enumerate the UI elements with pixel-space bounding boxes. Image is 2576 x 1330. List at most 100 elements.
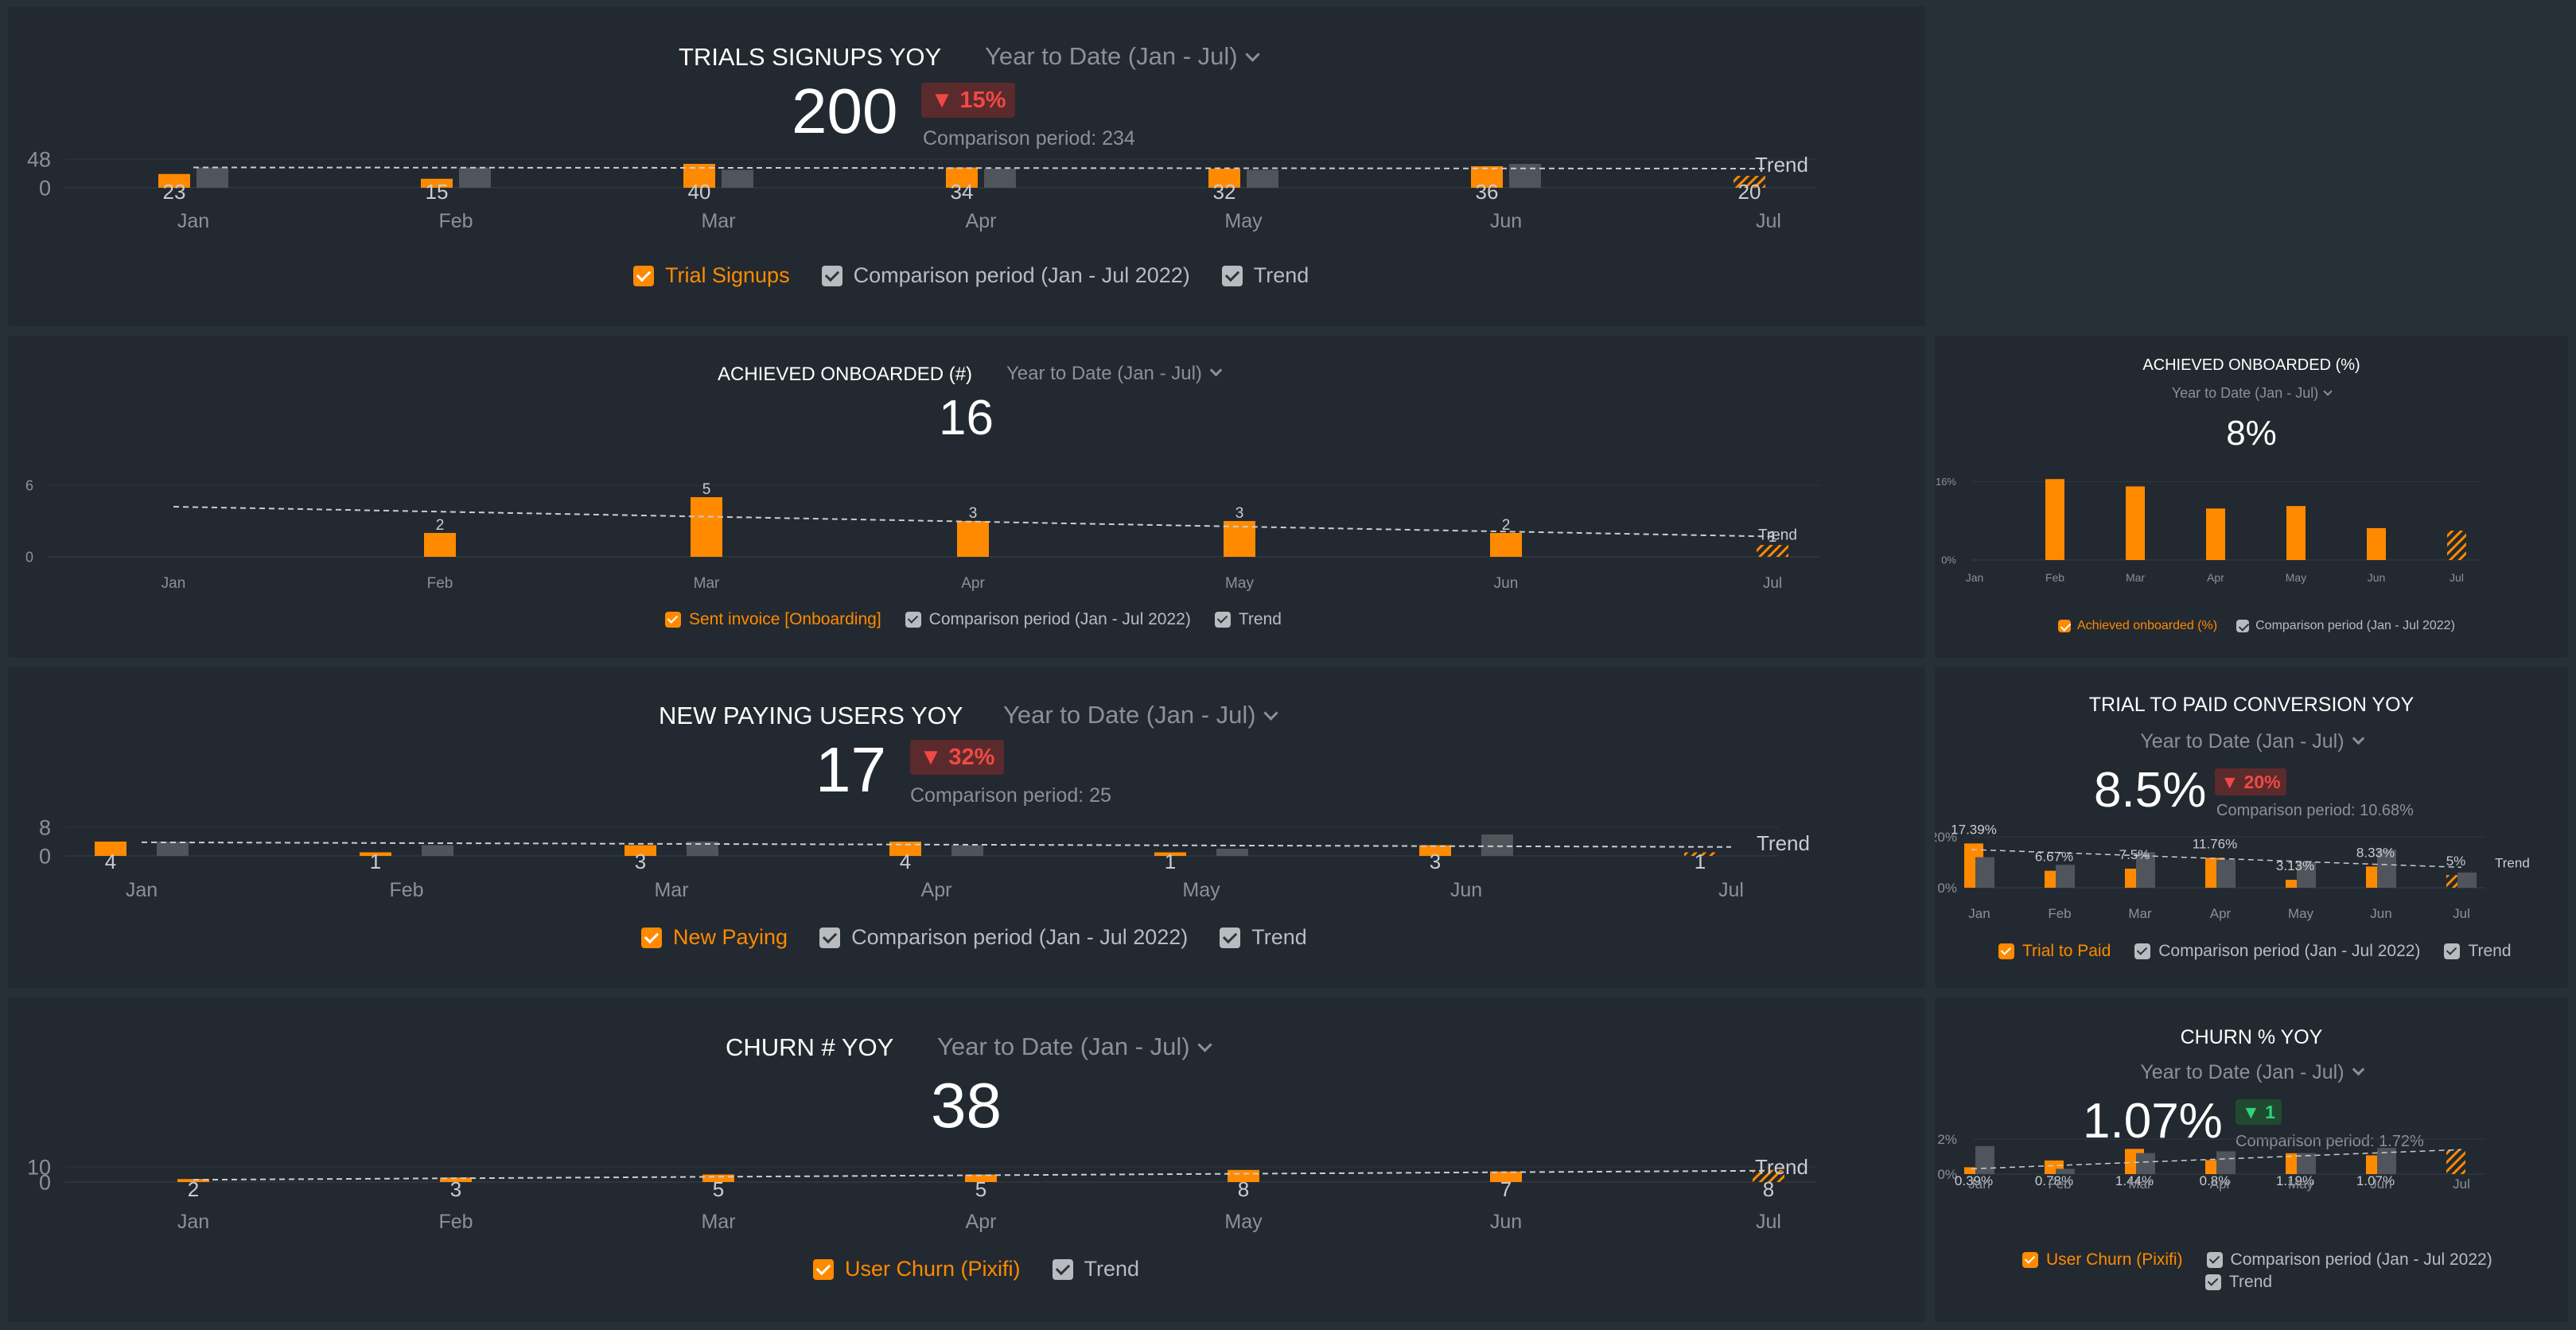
bar[interactable] [2126, 486, 2145, 561]
trend-line [141, 841, 1732, 848]
bar[interactable] [1490, 1171, 1522, 1182]
x-tick-label: Jul [2453, 906, 2470, 921]
x-tick-label: Jul [1756, 1211, 1781, 1233]
checkbox-checked-icon [641, 927, 662, 948]
period-dropdown[interactable]: Year to Date (Jan - Jul) [1935, 730, 2568, 753]
x-tick-label: Feb [2048, 906, 2071, 921]
legend-item-comparison[interactable]: Comparison period (Jan - Jul 2022) [905, 610, 1191, 629]
churn-chart: 100 2 Jan 3 Feb 5 Mar 5 Apr 8 May 7 Jun 8 Jul Trend [27, 1155, 1816, 1233]
bar[interactable] [625, 845, 656, 857]
bar[interactable] [1490, 533, 1522, 557]
legend-item-trend[interactable]: Trend [1221, 263, 1309, 288]
legend-item-comparison[interactable]: Comparison period (Jan - Jul 2022) [819, 925, 1188, 950]
comparison-bar[interactable] [157, 842, 189, 856]
comparison-bar[interactable] [1216, 849, 1248, 856]
comparison-bar[interactable] [2136, 852, 2155, 888]
bar[interactable] [424, 533, 456, 557]
comparison-bar[interactable] [197, 167, 228, 189]
legend-item-series[interactable]: User Churn (Pixifi) [2022, 1250, 2183, 1270]
comparison-bar[interactable] [951, 845, 983, 857]
bar[interactable] [1471, 166, 1503, 188]
change-badge: ▼ 32% [910, 740, 1004, 775]
comparison-bar[interactable] [1975, 1145, 1994, 1174]
legend-item-series[interactable]: Achieved onboarded (%) [2058, 619, 2217, 633]
comparison-bar[interactable] [2056, 865, 2075, 888]
x-tick-label: Mar [2128, 1176, 2152, 1192]
period-dropdown[interactable]: Year to Date (Jan - Jul) [1003, 701, 1278, 729]
bar[interactable] [702, 1174, 734, 1183]
churn-pct-chart: 2% 0%0.39%Jan 0.78%Feb 1.44%Mar 0.8%Apr 1.19%… [1937, 1132, 2485, 1192]
y-tick-label: 0 [39, 176, 51, 200]
comparison-bar[interactable] [2377, 850, 2396, 888]
legend-item-comparison[interactable]: Comparison period (Jan - Jul 2022) [821, 263, 1190, 288]
comparison-bar[interactable] [422, 845, 453, 857]
period-dropdown[interactable]: Year to Date (Jan - Jul) [985, 42, 1260, 71]
bar[interactable] [440, 1177, 472, 1182]
comparison-bar[interactable] [2216, 1151, 2236, 1174]
comparison-bar[interactable] [2297, 862, 2316, 888]
bar[interactable] [946, 167, 978, 189]
comparison-text: Comparison period: 234 [923, 127, 1135, 150]
comparison-bar[interactable] [2457, 872, 2477, 888]
comparison-bar[interactable] [687, 842, 718, 856]
comparison-bar[interactable] [1509, 164, 1541, 188]
legend-item-comparison[interactable]: Comparison period (Jan - Jul 2022) [2236, 619, 2455, 633]
comparison-bar[interactable] [2216, 859, 2236, 888]
x-tick-label: May [2286, 571, 2306, 584]
period-dropdown[interactable]: Year to Date (Jan - Jul) [1935, 385, 2568, 402]
legend-item-series[interactable]: New Paying [641, 925, 788, 950]
comparison-bar[interactable] [984, 169, 1016, 188]
legend-item-series[interactable]: Trial to Paid [1998, 942, 2111, 961]
legend-item-trend[interactable]: Trend [1220, 925, 1307, 950]
bar-partial[interactable] [1757, 545, 1788, 557]
bar[interactable] [158, 173, 190, 188]
legend-item-comparison[interactable]: Comparison period (Jan - Jul 2022) [2134, 942, 2420, 961]
comparison-bar[interactable] [459, 167, 491, 189]
bar[interactable] [360, 852, 391, 857]
data-label: 6.67% [2035, 850, 2073, 865]
legend-item-trend[interactable]: Trend [2444, 942, 2512, 961]
bar[interactable] [1154, 852, 1186, 857]
bar-partial[interactable] [1734, 176, 1765, 188]
bar[interactable] [1419, 845, 1451, 857]
bar[interactable] [2286, 879, 2305, 888]
bar[interactable] [2286, 506, 2306, 560]
comparison-bar[interactable] [2297, 1153, 2316, 1174]
legend-item-trend[interactable]: Trend [1214, 610, 1282, 629]
bar[interactable] [2367, 527, 2386, 560]
bar-partial[interactable] [1684, 852, 1716, 857]
comparison-bar[interactable] [1975, 857, 1994, 888]
bar[interactable] [2045, 479, 2064, 560]
bar[interactable] [691, 497, 722, 557]
comparison-bar[interactable] [1481, 834, 1513, 856]
comparison-bar[interactable] [722, 169, 753, 189]
bar[interactable] [1964, 1167, 1983, 1174]
bar-partial[interactable] [1753, 1169, 1784, 1182]
legend-item-series[interactable]: Sent invoice [Onboarding] [665, 610, 881, 629]
bar-partial[interactable] [2446, 1149, 2465, 1174]
bar[interactable] [1208, 169, 1240, 188]
period-dropdown[interactable]: Year to Date (Jan - Jul) [937, 1032, 1212, 1061]
legend-item-series[interactable]: Trial Signups [633, 263, 790, 288]
bar[interactable] [1228, 1169, 1259, 1182]
data-label: 11.76% [2193, 836, 2237, 851]
period-dropdown[interactable]: Year to Date (Jan - Jul) [1935, 1061, 2568, 1084]
legend-item-trend[interactable]: Trend [2205, 1273, 2272, 1292]
legend-item-trend[interactable]: Trend [1052, 1257, 1139, 1281]
period-dropdown[interactable]: Year to Date (Jan - Jul) [1006, 363, 1223, 385]
period-label: Year to Date (Jan - Jul) [1006, 363, 1202, 384]
legend-item-series[interactable]: User Churn (Pixifi) [813, 1257, 1021, 1281]
big-number: 200 [792, 76, 898, 146]
comparison-bar[interactable] [2136, 1153, 2155, 1174]
bar-partial[interactable] [2447, 531, 2466, 560]
data-label: 8.33% [2356, 845, 2395, 860]
comparison-bar[interactable] [2056, 1169, 2075, 1174]
bar[interactable] [2206, 508, 2225, 560]
bar[interactable] [421, 178, 453, 188]
legend-item-comparison[interactable]: Comparison period (Jan - Jul 2022) [2206, 1250, 2492, 1270]
bar[interactable] [957, 521, 989, 557]
bar[interactable] [177, 1179, 209, 1182]
bar[interactable] [965, 1174, 997, 1183]
comparison-bar[interactable] [1247, 169, 1278, 189]
bar[interactable] [95, 842, 126, 856]
